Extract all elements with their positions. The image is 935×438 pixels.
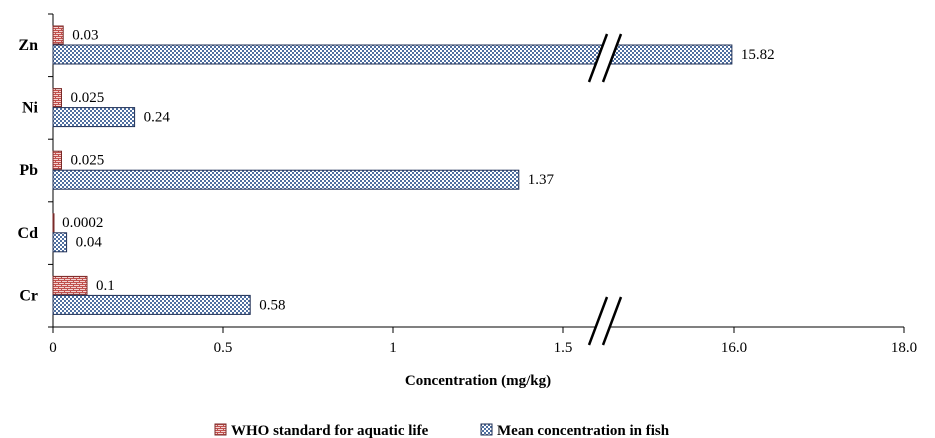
legend: WHO standard for aquatic life Mean concen… (214, 423, 670, 438)
bar-who-standard (52, 150, 62, 170)
data-label: 0.025 (71, 153, 105, 169)
bar-mean-concentration (52, 44, 733, 65)
category-label: Ni (22, 100, 39, 117)
bar-who-standard (52, 275, 88, 295)
data-label: 0.025 (71, 90, 105, 106)
x-tick-label: 1.5 (554, 340, 573, 356)
legend-swatch (480, 423, 493, 436)
plot-area: 0 0.5 1 1.5 16.0 18.0 Zn 0.03 15.82 Ni 0.025 0.24 Pb… (18, 13, 917, 389)
axis-break-mark-bottom (587, 296, 623, 346)
legend-label: Mean concentration in fish (497, 423, 670, 438)
bar-who-standard (52, 25, 64, 45)
data-label: 0.24 (144, 110, 171, 126)
category-label: Zn (18, 37, 38, 54)
x-tick-label: 0.5 (214, 340, 233, 356)
legend-label: WHO standard for aquatic life (231, 423, 429, 438)
data-label: 1.37 (528, 172, 555, 188)
legend-swatch (214, 423, 227, 436)
bar-mean-concentration (52, 232, 68, 253)
data-label: 0.0002 (62, 215, 103, 231)
bar-mean-concentration (52, 294, 251, 315)
category-label: Cr (19, 287, 38, 304)
x-tick-label: 0 (49, 340, 57, 356)
x-tick-label: 1 (389, 340, 397, 356)
category-label: Cd (18, 225, 39, 242)
data-label: 0.58 (259, 297, 285, 313)
bar-mean-concentration (52, 107, 136, 128)
axis-break-mark-top (587, 33, 623, 83)
data-label: 15.82 (741, 47, 775, 63)
bar-mean-concentration (52, 169, 520, 190)
data-label: 0.03 (72, 27, 98, 43)
data-label: 0.1 (96, 278, 115, 294)
data-label: 0.04 (76, 235, 103, 251)
x-tick-label: 16.0 (721, 340, 747, 356)
bar-who-standard (52, 88, 62, 108)
bar-who-standard (52, 213, 55, 233)
x-axis-title: Concentration (mg/kg) (405, 373, 551, 389)
category-label: Pb (19, 162, 38, 179)
x-tick-label: 18.0 (891, 340, 917, 356)
